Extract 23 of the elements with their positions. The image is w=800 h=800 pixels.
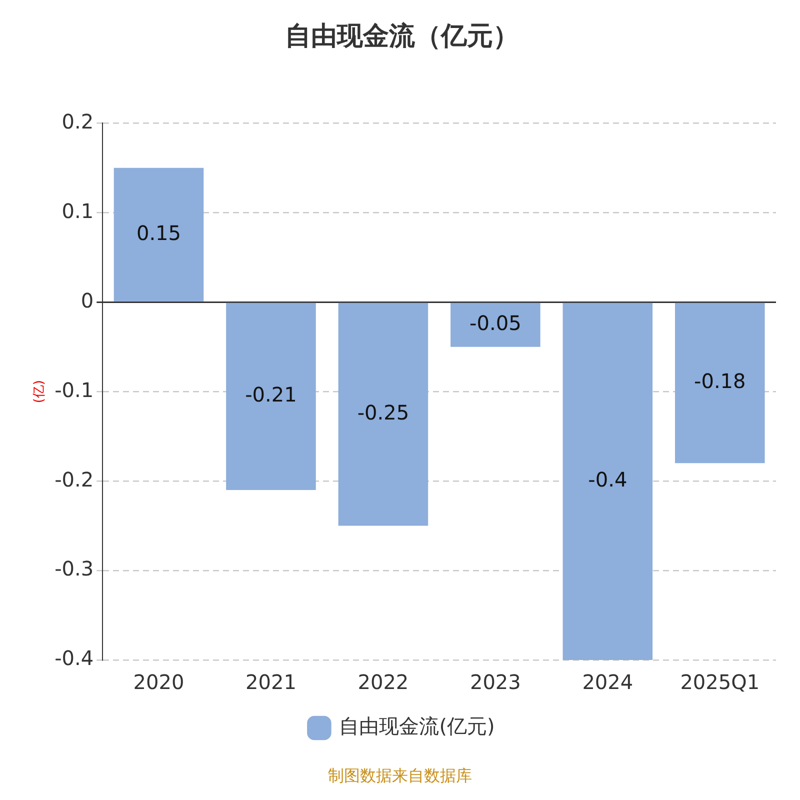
- x-tick-label: 2024: [582, 670, 634, 694]
- data-label: -0.25: [357, 400, 410, 425]
- y-axis-title: (亿): [32, 380, 48, 404]
- x-tick-label: 2023: [470, 670, 521, 694]
- data-label: -0.21: [245, 382, 297, 407]
- data-label: -0.18: [694, 369, 746, 394]
- x-tick-label: 2020: [133, 670, 184, 694]
- legend-label: 自由现金流(亿元): [339, 714, 495, 738]
- y-tick-label: 0.2: [62, 109, 94, 134]
- y-tick-label: -0.2: [54, 467, 94, 492]
- data-label: -0.05: [470, 311, 522, 336]
- x-tick-label: 2022: [358, 670, 409, 694]
- data-label: -0.4: [588, 468, 628, 492]
- y-tick-label: 0.1: [62, 198, 94, 223]
- x-tick-label: 2025Q1: [680, 670, 760, 694]
- y-tick-label: -0.1: [54, 378, 94, 402]
- y-tick-label: -0.4: [54, 646, 94, 670]
- x-tick-label: 2021: [246, 670, 296, 694]
- chart-title: 自由现金流（亿元）: [285, 21, 519, 52]
- data-label: 0.15: [136, 220, 182, 245]
- y-tick-label: -0.3: [54, 556, 94, 581]
- text: 制图数据来自数据库: [327, 766, 473, 787]
- y-tick-label: 0: [80, 288, 94, 312]
